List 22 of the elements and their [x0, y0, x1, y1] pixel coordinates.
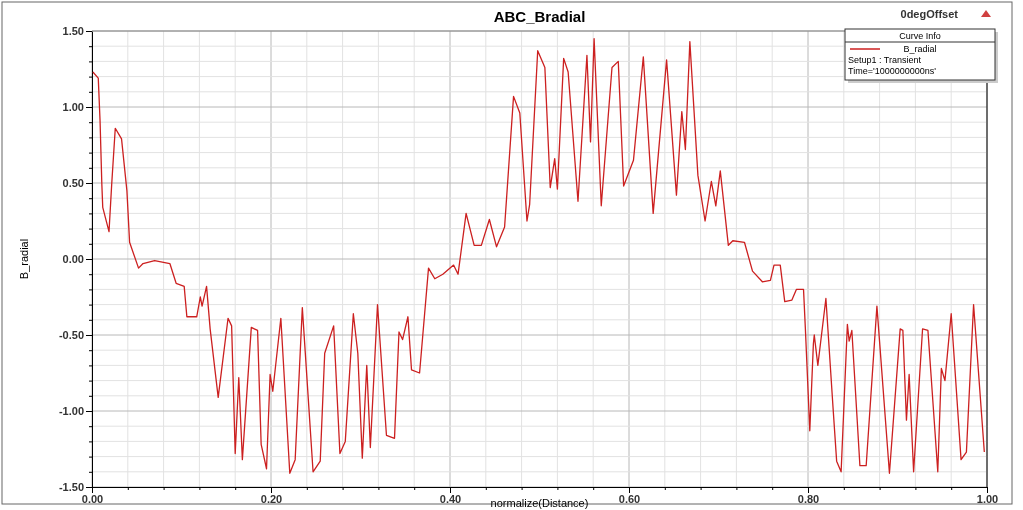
y-tick-label: 0.50 — [62, 177, 84, 190]
x-tick-label: 0.40 — [439, 492, 462, 505]
x-tick-label: 0.00 — [81, 492, 104, 505]
annotation: Setup1 : Transient — [848, 55, 922, 65]
x-tick-label: 1.00 — [976, 492, 999, 505]
x-axis-title: normalize(Distance) — [490, 497, 589, 509]
y-tick-label: -0.50 — [58, 329, 84, 342]
legend-title: Curve Info — [899, 31, 941, 41]
chart-title: ABC_Bradial — [493, 8, 586, 25]
y-tick-label: 0.00 — [62, 253, 84, 266]
y-tick-label: 1.50 — [62, 25, 84, 38]
y-tick-label: -1.50 — [58, 481, 84, 494]
line-series — [92, 37, 985, 474]
y-tick-label: -1.00 — [58, 405, 84, 418]
x-tick-label: 0.60 — [618, 492, 641, 505]
text: 0degOffset — [900, 8, 959, 20]
x-tick-label: 0.20 — [260, 492, 283, 505]
annotation: Time='1000000000ns' — [848, 66, 937, 76]
y-axis-title: B_radial — [18, 238, 30, 280]
y-tick-label: 1.00 — [62, 101, 84, 114]
text: B_radial — [903, 44, 937, 54]
x-tick-label: 0.80 — [797, 492, 820, 505]
